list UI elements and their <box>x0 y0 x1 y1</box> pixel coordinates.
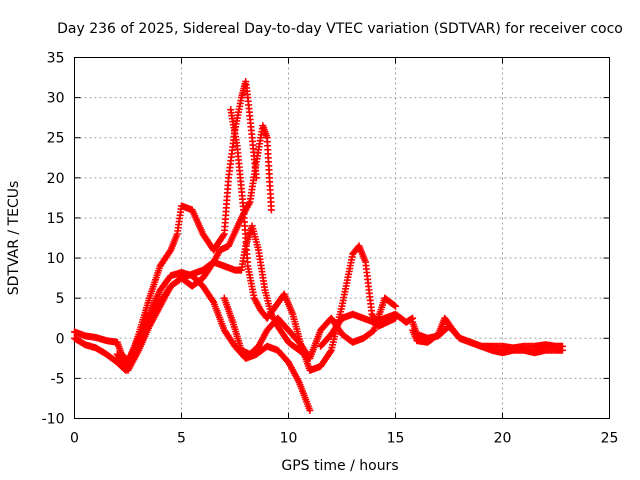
data-point <box>306 406 314 414</box>
x-axis-label: GPS time / hours <box>281 458 398 474</box>
y-tick-label: 5 <box>56 291 65 307</box>
y-tick-label: 35 <box>47 51 65 67</box>
series-track-2 <box>71 78 260 374</box>
x-tick-label: 5 <box>177 431 186 447</box>
y-tick-label: 20 <box>47 171 65 187</box>
y-tick-label: 10 <box>47 251 65 267</box>
grid-lines <box>74 57 610 419</box>
x-tick-label: 20 <box>494 431 512 447</box>
data-point <box>558 342 566 350</box>
series-track-1 <box>71 268 314 414</box>
series-track-6 <box>220 294 399 362</box>
y-tick-label: 30 <box>47 91 65 107</box>
axis-ticks: 0 5 10 15 20 25 -10 -5 0 5 10 15 20 25 30 35 <box>42 51 619 447</box>
y-tick-label: 0 <box>56 331 65 347</box>
plot-frame <box>74 57 610 419</box>
data-point <box>219 231 227 239</box>
x-tick-label: 10 <box>280 431 298 447</box>
data-point <box>392 302 399 310</box>
y-tick-label: 25 <box>47 131 65 147</box>
data-points <box>71 78 566 414</box>
y-axis-label: SDTVAR / TECUs <box>6 181 22 296</box>
data-point <box>326 348 334 356</box>
y-tick-label: 15 <box>47 211 65 227</box>
data-point <box>267 206 275 214</box>
chart-title: Day 236 of 2025, Sidereal Day-to-day VTE… <box>57 21 623 37</box>
x-tick-label: 0 <box>70 431 79 447</box>
data-point <box>390 301 398 309</box>
series-track-9 <box>409 314 566 352</box>
x-tick-label: 25 <box>601 431 619 447</box>
data-point <box>209 297 217 305</box>
x-tick-label: 15 <box>387 431 405 447</box>
y-tick-label: -5 <box>51 371 65 387</box>
series-track-7 <box>317 310 417 350</box>
y-tick-label: -10 <box>42 412 65 428</box>
